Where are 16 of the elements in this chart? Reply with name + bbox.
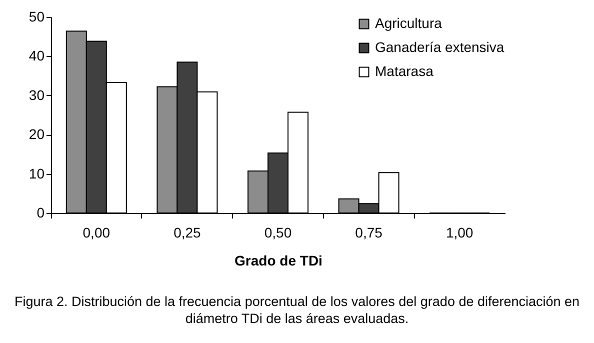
legend-label: Agricultura: [375, 15, 442, 31]
y-tick-label: 0: [36, 204, 45, 220]
y-tick-label: 10: [28, 165, 45, 182]
y-tick-label: 50: [28, 8, 45, 24]
x-tick-label: 0,25: [174, 224, 202, 240]
x-tick-label: 0,00: [82, 224, 110, 240]
x-tick-label: 1,00: [446, 224, 474, 240]
legend-label: Matarasa: [375, 63, 434, 79]
x-tick-label: 0,50: [264, 224, 292, 240]
y-tick-label: 20: [28, 126, 45, 142]
x-tick-label: 0,75: [355, 224, 383, 240]
x-axis-title: Grado de TDi: [234, 252, 322, 268]
text: Figura 2. Distribución de la frecuencia porcentual de los valores del grado de diferenciación en diámetro TDi de las áreas evaluadas.: [13, 293, 581, 327]
y-tick-label: 40: [28, 48, 45, 64]
y-tick-label: 30: [28, 86, 45, 103]
legend-label: Ganadería extensiva: [375, 39, 504, 55]
